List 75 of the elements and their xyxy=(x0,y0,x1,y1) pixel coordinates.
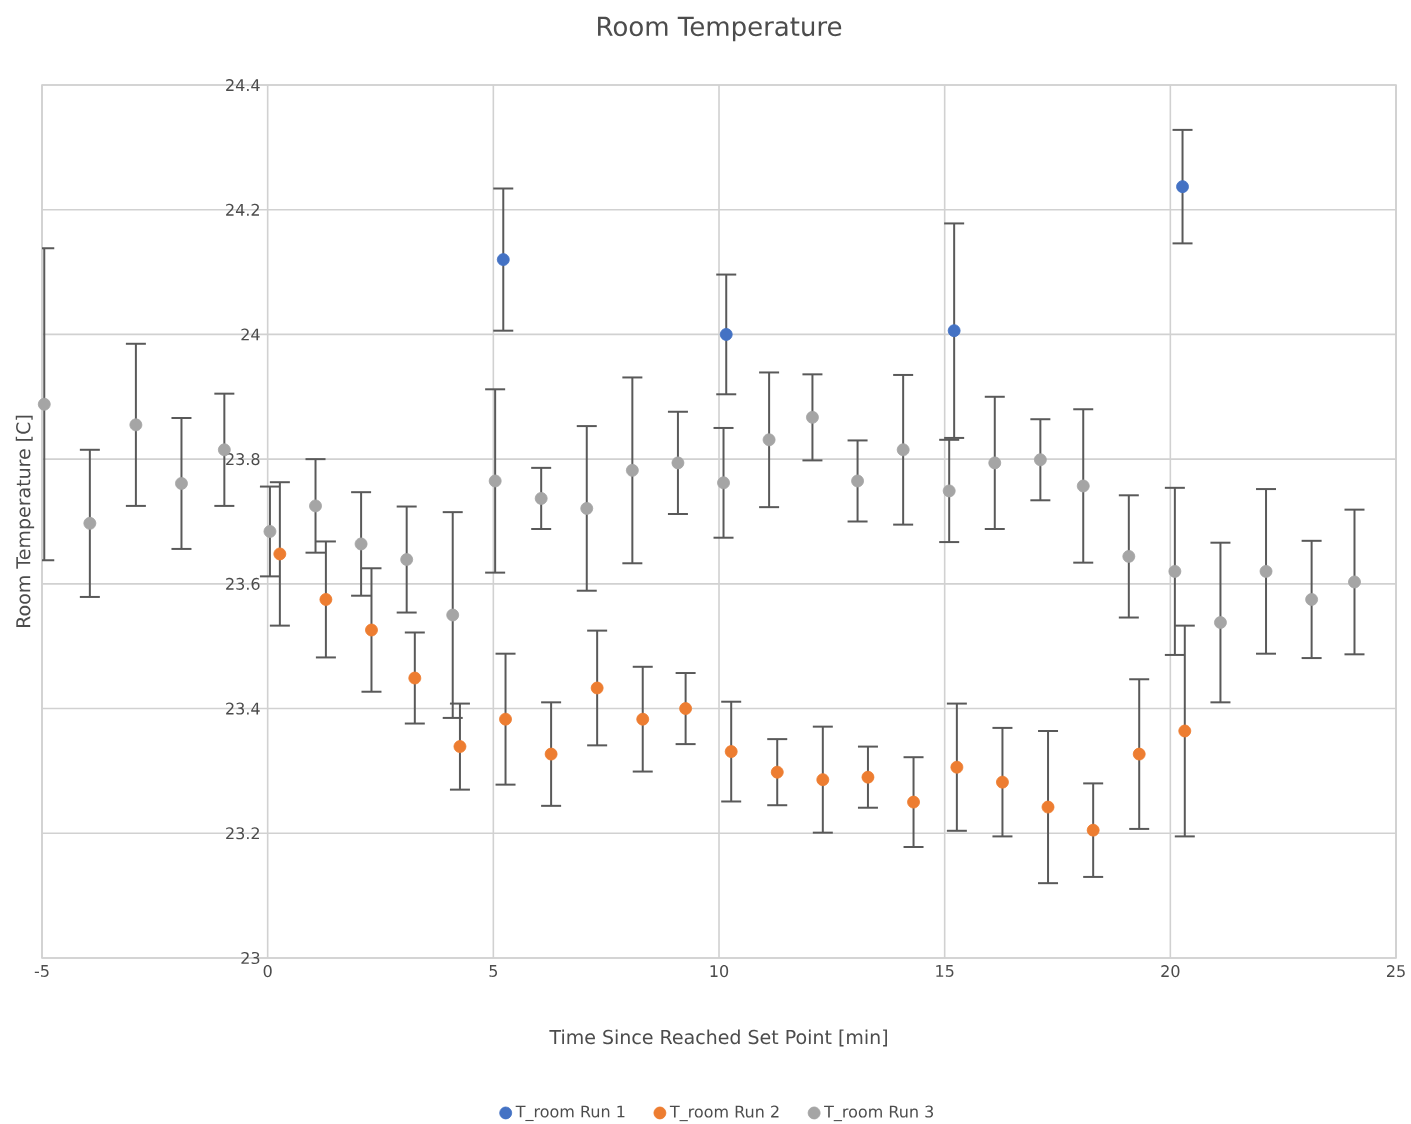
x-tick-label: 25 xyxy=(1386,965,1405,978)
point xyxy=(1168,564,1182,578)
point xyxy=(806,410,819,424)
point xyxy=(83,516,97,530)
point xyxy=(816,773,830,787)
point xyxy=(1122,550,1136,563)
point xyxy=(1033,453,1047,467)
point xyxy=(1214,616,1227,629)
x-axis-title: Time Since Reached Set Point [min] xyxy=(549,1029,887,1047)
point xyxy=(636,712,650,726)
point xyxy=(1076,479,1090,493)
point xyxy=(544,747,558,761)
point xyxy=(365,623,378,637)
point xyxy=(1176,180,1189,194)
point xyxy=(996,775,1009,789)
point xyxy=(446,608,460,622)
point xyxy=(488,474,502,488)
point xyxy=(770,765,784,779)
point xyxy=(354,537,368,551)
y-tick-label: 23 xyxy=(241,951,260,965)
point xyxy=(671,456,685,470)
legend-label: T_room Run 1 xyxy=(515,1105,625,1122)
point xyxy=(947,324,961,338)
x-tick-label: 0 xyxy=(263,965,272,978)
point xyxy=(175,477,188,490)
point xyxy=(499,712,512,726)
x-tick-label: 15 xyxy=(936,965,954,977)
y-axis-title: Room Temperature [C] xyxy=(15,415,35,627)
y-tick-label: 23.6 xyxy=(226,577,260,590)
point xyxy=(896,443,910,457)
y-tick-label: 24.4 xyxy=(226,79,260,91)
point xyxy=(950,760,964,774)
point xyxy=(625,463,639,477)
point xyxy=(309,499,322,513)
x-tick-label: 10 xyxy=(710,965,729,978)
chart-title: Room Temperature xyxy=(598,16,842,42)
point xyxy=(1259,564,1273,578)
point xyxy=(590,681,604,695)
point xyxy=(724,745,738,758)
point xyxy=(1041,800,1055,814)
y-tick-label: 23.8 xyxy=(226,453,260,466)
point xyxy=(942,484,956,498)
point xyxy=(1348,575,1361,589)
point xyxy=(1132,747,1146,761)
point xyxy=(719,328,733,341)
point xyxy=(851,474,864,488)
legend-label: T_room Run 2 xyxy=(669,1105,779,1122)
x-tick-label: 20 xyxy=(1161,965,1180,978)
point xyxy=(1178,724,1192,738)
point xyxy=(1305,593,1319,606)
point xyxy=(400,553,414,566)
y-tick-label: 24.2 xyxy=(226,203,259,216)
y-tick-label: 23.2 xyxy=(226,827,259,840)
point xyxy=(453,740,467,754)
x-tick-label: 5 xyxy=(489,965,498,977)
point xyxy=(534,492,548,505)
point xyxy=(408,671,422,685)
point xyxy=(496,253,510,266)
point xyxy=(580,502,594,515)
x-tick-label: -5 xyxy=(34,965,49,977)
point xyxy=(129,418,143,432)
point xyxy=(988,456,1002,470)
legend-label: T_room Run 3 xyxy=(824,1105,934,1122)
point xyxy=(679,702,693,715)
y-tick-label: 24 xyxy=(241,328,260,341)
point xyxy=(319,593,333,606)
point xyxy=(1086,823,1100,837)
point xyxy=(907,795,920,809)
point xyxy=(37,397,51,411)
point xyxy=(861,770,875,784)
point xyxy=(717,476,730,490)
point xyxy=(762,433,776,447)
y-tick-label: 23.4 xyxy=(226,702,260,715)
point xyxy=(263,525,277,538)
point xyxy=(273,547,287,561)
